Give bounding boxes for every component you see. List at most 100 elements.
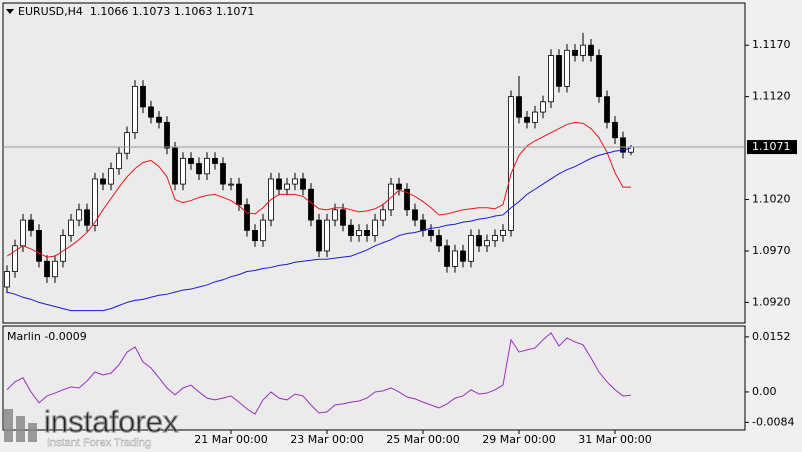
candle-body [612, 121, 618, 139]
candle-body [540, 101, 546, 113]
marks: 1.0920 1.0970 1.1020 1.1120 1.1170 1.1071 21 M… [3, 32, 797, 446]
candle-body [92, 178, 98, 226]
candle-body [300, 178, 306, 190]
candle-body [28, 219, 34, 231]
logo-bar [28, 423, 37, 442]
candle-body [84, 209, 90, 226]
candle-body [556, 55, 562, 87]
candle-body [196, 163, 202, 175]
candle-body [188, 157, 194, 164]
y-tick-label: 0.0152 [752, 330, 791, 343]
candle-body [604, 96, 610, 123]
candle-body [372, 219, 378, 236]
candle-body [308, 188, 314, 221]
menu-triangle [6, 9, 14, 14]
candle-body [428, 229, 434, 236]
y-tick-label: 1.1020 [752, 193, 791, 206]
candle-body [20, 219, 26, 247]
candle-body [508, 96, 514, 231]
line [6, 147, 632, 312]
candle-body [108, 168, 114, 185]
candle-body [436, 235, 442, 247]
y-tick-label: 1.1170 [752, 38, 791, 51]
candle-body [124, 132, 130, 154]
candle-body [316, 219, 322, 252]
candle-body [156, 116, 162, 123]
last-price-box [747, 140, 797, 155]
candle-body [284, 183, 290, 190]
candle-body [572, 49, 578, 56]
watermark-tagline: Instant Forex Trading [47, 437, 151, 449]
candle-body [492, 235, 498, 242]
candle-body [292, 178, 298, 185]
main-panel [2, 2, 746, 324]
candle-body [628, 146, 634, 153]
candle-body [172, 147, 178, 185]
candle-body [260, 219, 266, 242]
candle-body [364, 229, 370, 236]
watermark-name: instaforex [44, 404, 179, 439]
candle-body [524, 116, 530, 123]
x-tick-label: 29 Mar 00:00 [482, 433, 555, 446]
x-tick-label: 31 Mar 00:00 [578, 433, 651, 446]
candle-body [500, 229, 506, 236]
candle-body [228, 183, 234, 186]
candle-body [212, 157, 218, 164]
candle-body [132, 85, 138, 134]
candle-body [276, 178, 282, 190]
x-tick-label: 23 Mar 00:00 [290, 433, 363, 446]
y-tick-label: 1.1120 [752, 90, 791, 103]
candle-body [412, 209, 418, 221]
candle-body [100, 178, 106, 185]
candle-body [252, 229, 258, 242]
line [6, 121, 631, 258]
candle-body [516, 96, 522, 118]
candle-body [580, 44, 586, 56]
candle-body [148, 106, 154, 118]
x-tick-label: 25 Mar 00:00 [386, 433, 459, 446]
candle-body [116, 152, 122, 170]
candle-body [468, 235, 474, 262]
candle-body [12, 245, 18, 272]
candle-body [324, 219, 330, 252]
candle-body [36, 229, 42, 262]
candle-body [340, 209, 346, 226]
candle-body [484, 240, 490, 247]
candle-body [164, 121, 170, 149]
chart-title: EURUSD,H4 1.1066 1.1073 1.1063 1.1071 [18, 5, 254, 18]
candle-body [60, 235, 66, 262]
candle-body [44, 260, 50, 278]
candle-body [380, 209, 386, 221]
candle-body [548, 55, 554, 103]
candle-body [204, 157, 210, 175]
candle-body [52, 260, 58, 278]
logo-bar [4, 409, 13, 442]
y-tick-label: 1.0920 [752, 295, 791, 308]
last-price-label: 1.1071 [752, 140, 791, 153]
y-tick-label: 0.00 [752, 385, 777, 398]
candle-body [420, 219, 426, 231]
y-tick-label: 1.0970 [752, 244, 791, 257]
candle-body [236, 183, 242, 206]
candle-body [620, 137, 626, 153]
candle-body [460, 250, 466, 262]
candle-body [244, 204, 250, 231]
candle-body [396, 183, 402, 190]
candle-body [444, 245, 450, 267]
candle-body [596, 55, 602, 98]
x-tick-label: 21 Mar 00:00 [194, 433, 267, 446]
candle-body [452, 250, 458, 267]
candle-body [348, 224, 354, 236]
candle-body [332, 209, 338, 221]
line [6, 332, 632, 415]
candle-body [588, 44, 594, 56]
candle-body [564, 49, 570, 87]
candle-body [68, 219, 74, 236]
candle-body [76, 209, 82, 221]
candle-body [476, 235, 482, 247]
candle-body [404, 188, 410, 211]
indicator-title: Marlin -0.0009 [7, 330, 87, 343]
candle-body [220, 163, 226, 185]
